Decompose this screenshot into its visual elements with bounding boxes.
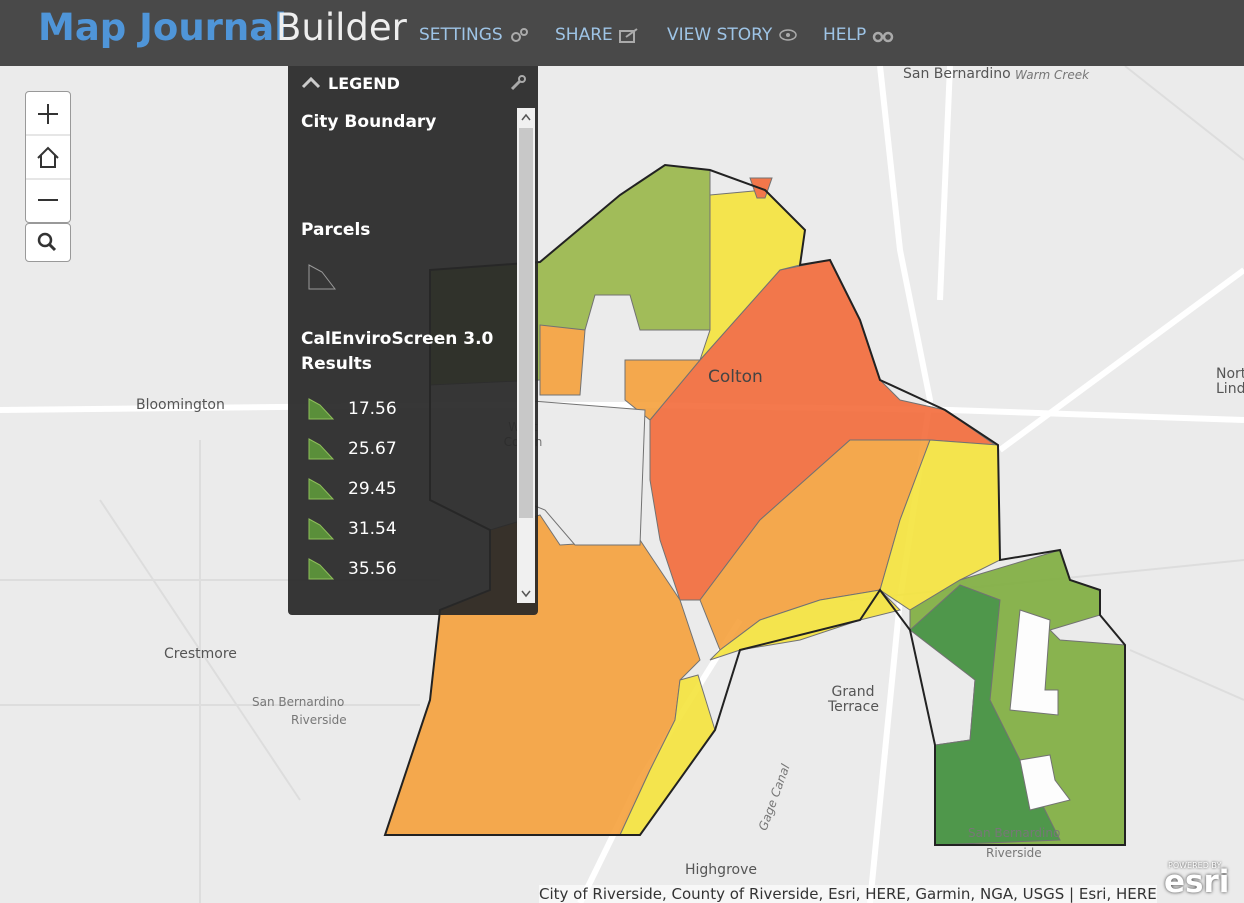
layer-name: Parcels xyxy=(301,220,371,240)
legend-swatch xyxy=(308,398,334,420)
esri-logo: esri xyxy=(1164,864,1230,900)
icon xyxy=(873,31,894,43)
nav-label[interactable]: HELP xyxy=(823,25,867,45)
legend-item: 17.56 xyxy=(308,398,397,420)
nav-view-story[interactable]: VIEW STORY xyxy=(667,25,798,45)
app-subtitle: Builder xyxy=(276,6,407,49)
map-label: San Bernardino xyxy=(252,695,345,709)
collapse-icon[interactable] xyxy=(301,76,321,90)
nav-share[interactable]: SHARE xyxy=(555,25,639,45)
parcel-swatch xyxy=(308,264,336,290)
map-label: Norton Linda xyxy=(1216,366,1244,397)
legend-item: 29.45 xyxy=(308,478,397,500)
legend-value: 31.54 xyxy=(348,519,397,539)
legend-swatch xyxy=(308,558,334,580)
nav-settings[interactable]: SETTINGS xyxy=(419,25,529,45)
legend-panel: LEGEND City Boundary Parcels CalEnviroSc… xyxy=(288,66,538,615)
map-label: San Bernardino xyxy=(968,826,1061,840)
icon xyxy=(510,28,528,42)
map-label: Riverside xyxy=(986,846,1042,860)
attribution: City of Riverside, County of Riverside, … xyxy=(539,885,1157,903)
city-boundary xyxy=(383,163,1126,846)
zoom-controls xyxy=(25,91,71,223)
icon xyxy=(618,28,638,43)
legend-value: 17.56 xyxy=(348,399,397,419)
nav-label[interactable]: VIEW STORY xyxy=(667,25,773,45)
search-icon xyxy=(37,232,57,252)
map-label: Warm Creek xyxy=(1015,68,1090,82)
app-title: Map Journal xyxy=(38,6,287,49)
nav-label[interactable]: SHARE xyxy=(555,25,613,45)
nav-label[interactable]: SETTINGS xyxy=(419,25,503,45)
logo-caption: POWERED BY xyxy=(1168,861,1222,870)
scroll-up[interactable] xyxy=(520,112,532,122)
map-label: Crestmore xyxy=(164,646,237,662)
map-label: Highgrove xyxy=(685,862,757,878)
scroll-down[interactable] xyxy=(520,589,532,599)
scrollbar[interactable] xyxy=(517,108,535,603)
search-button[interactable] xyxy=(25,223,71,262)
map-label: Bloomington xyxy=(136,397,225,413)
map-label: Riverside xyxy=(291,713,347,727)
icon xyxy=(779,29,798,41)
legend-item: 25.67 xyxy=(308,438,397,460)
legend-swatch xyxy=(308,478,334,500)
legend-value: 25.67 xyxy=(348,439,397,459)
layer-name: City Boundary xyxy=(301,112,437,132)
scroll-thumb[interactable] xyxy=(519,128,533,518)
map-label: San Bernardino xyxy=(903,66,1011,82)
zoom-icons[interactable] xyxy=(26,92,70,222)
header-bar: Map Journal Builder SETTINGS SHARE VIEW … xyxy=(0,0,1244,66)
legend-item: 31.54 xyxy=(308,518,397,540)
settings-icon[interactable] xyxy=(510,75,526,91)
legend-item: 35.56 xyxy=(308,558,397,580)
layer-name: CalEnviroScreen 3.0 Results xyxy=(301,329,494,374)
legend-swatch xyxy=(308,518,334,540)
legend-title: LEGEND xyxy=(328,74,400,93)
legend-value: 35.56 xyxy=(348,559,397,579)
nav-help[interactable]: HELP xyxy=(823,25,894,45)
map-label: Colton xyxy=(708,367,763,387)
legend-swatch xyxy=(308,438,334,460)
map-label: Grand Terrace xyxy=(828,684,879,715)
legend-value: 29.45 xyxy=(348,479,397,499)
